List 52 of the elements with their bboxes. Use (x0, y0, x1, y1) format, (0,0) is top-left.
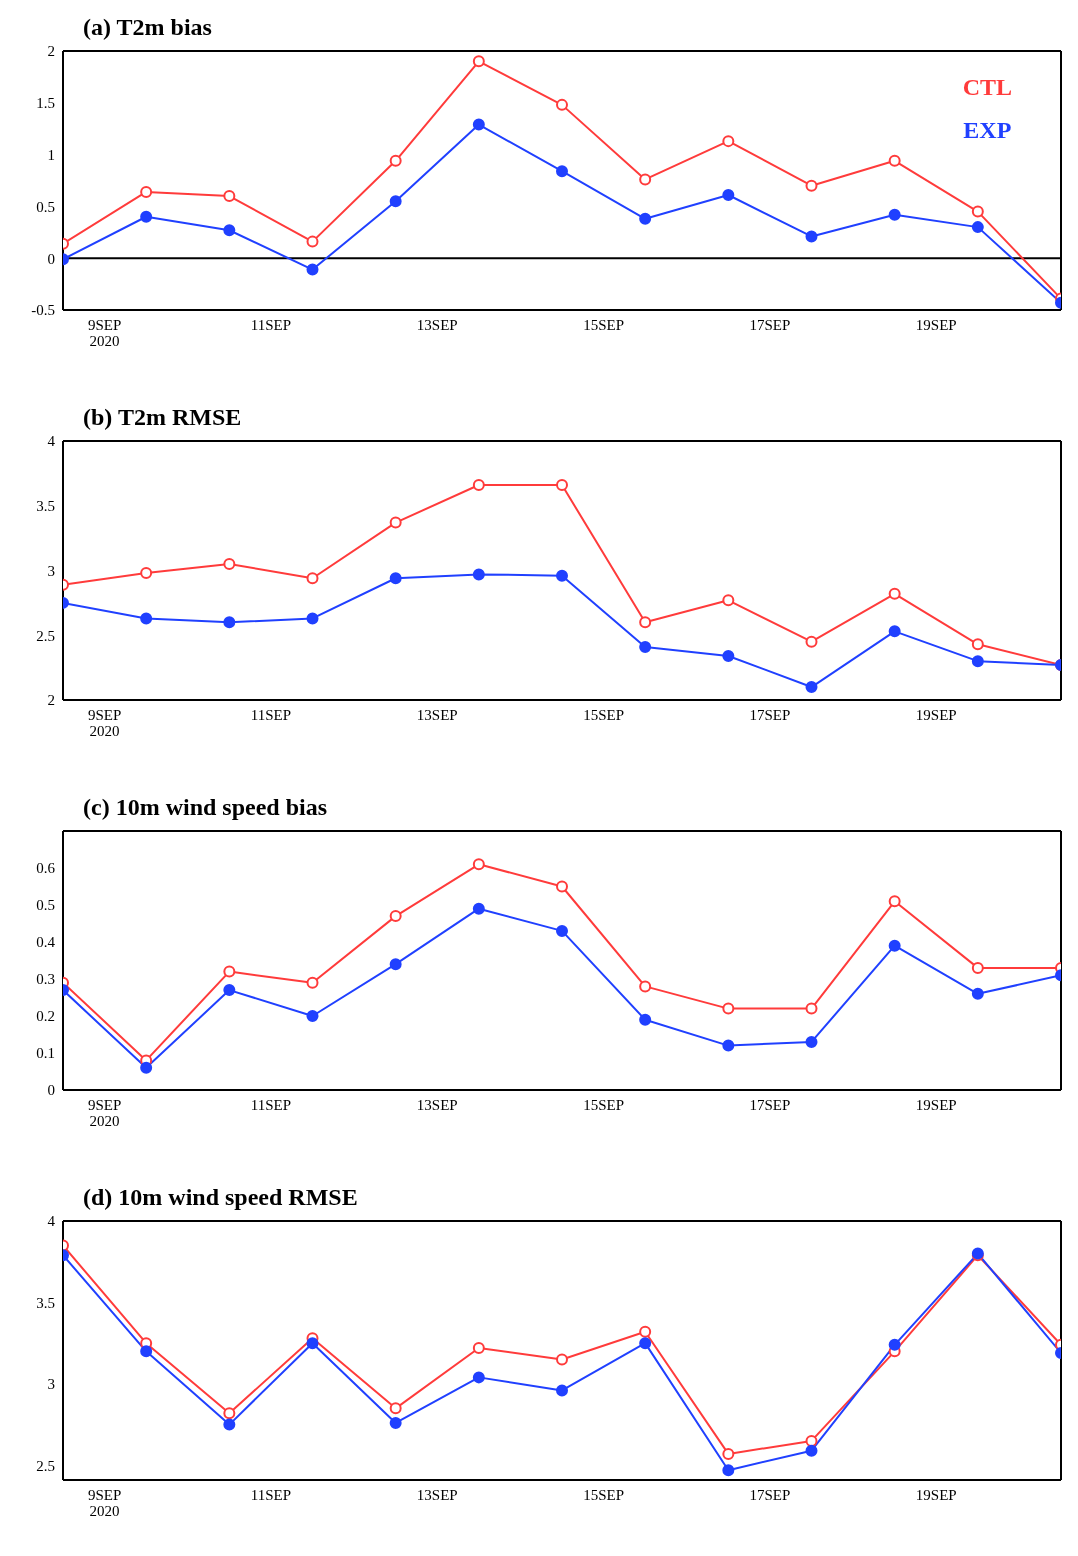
y-tick-label: 0 (47, 1082, 55, 1099)
x-tick-label: 17SEP (749, 1487, 791, 1503)
chart-title: (b) T2m RMSE (83, 404, 242, 431)
y-tick-label: 0 (47, 250, 55, 267)
x-tick-label: 17SEP (749, 317, 791, 333)
x-tick-label: 9SEP 2020 (87, 1097, 122, 1129)
y-tick-label: 0.1 (36, 1045, 55, 1062)
y-tick-label: 4 (47, 433, 56, 450)
x-tick-label: 9SEP 2020 (87, 317, 122, 349)
x-tick-label: 19SEP (915, 707, 957, 723)
x-tick-label: 9SEP 2020 (87, 707, 122, 739)
chart-title: (c) 10m wind speed bias (83, 794, 328, 821)
y-tick-label: 0.4 (36, 934, 56, 951)
x-tick-label: 17SEP (749, 707, 791, 723)
y-tick-label: 4 (47, 1213, 56, 1230)
y-tick-label: 1.5 (36, 95, 55, 112)
x-tick-label: 15SEP (583, 317, 625, 333)
x-tick-label: 11SEP (250, 1487, 292, 1503)
y-tick-label: 3 (47, 562, 55, 579)
y-tick-label: 3 (47, 1376, 55, 1393)
x-tick-label: 19SEP (915, 1487, 957, 1503)
y-tick-label: 2.5 (36, 1457, 55, 1474)
chart-title: (a) T2m bias (83, 14, 212, 41)
text: EXP (962, 116, 1012, 145)
x-tick-label: 9SEP 2020 (87, 1487, 122, 1519)
x-tick-label: 13SEP (416, 1487, 458, 1503)
x-tick-label: 15SEP (583, 1097, 625, 1113)
y-tick-label: 0.6 (36, 860, 56, 877)
x-tick-label: 11SEP (250, 1097, 292, 1113)
y-tick-label: 2.5 (36, 627, 55, 644)
x-tick-label: 13SEP (416, 707, 458, 723)
x-tick-label: 11SEP (250, 317, 292, 333)
y-tick-label: 1 (47, 146, 55, 163)
y-tick-label: 2 (47, 43, 55, 60)
x-tick-label: 15SEP (583, 707, 625, 723)
y-tick-label: 0.2 (36, 1008, 55, 1025)
x-tick-label: 19SEP (915, 1097, 957, 1113)
y-tick-label: 0.5 (36, 198, 55, 215)
x-tick-label: 13SEP (416, 317, 458, 333)
x-tick-label: 13SEP (416, 1097, 458, 1113)
y-tick-label: 3.5 (36, 1294, 55, 1311)
x-tick-label: 11SEP (250, 707, 292, 723)
x-tick-label: 17SEP (749, 1097, 791, 1113)
y-tick-label: 3.5 (36, 498, 55, 515)
y-tick-label: 0.5 (36, 897, 55, 914)
text: CTL (962, 73, 1012, 102)
y-tick-label: 0.3 (36, 971, 55, 988)
chart-title: (d) 10m wind speed RMSE (83, 1184, 358, 1211)
y-tick-label: -0.5 (31, 302, 55, 319)
x-tick-label: 19SEP (915, 317, 957, 333)
y-tick-label: 2 (47, 692, 55, 709)
x-tick-label: 15SEP (583, 1487, 625, 1503)
